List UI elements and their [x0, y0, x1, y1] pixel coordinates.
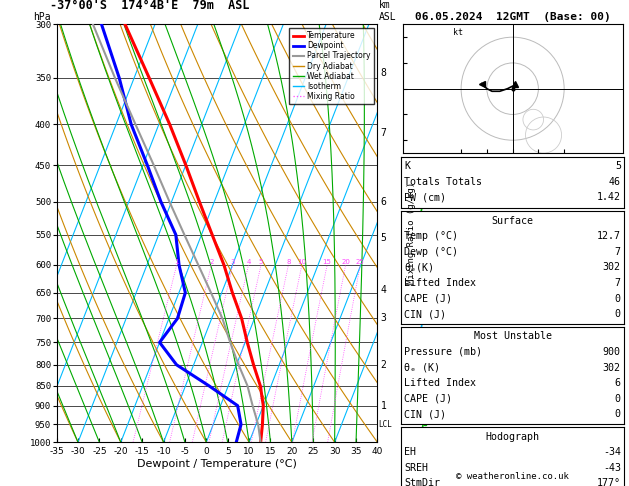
Text: 1.42: 1.42 [597, 192, 621, 202]
Text: km
ASL: km ASL [379, 0, 396, 22]
Text: 46: 46 [609, 177, 621, 187]
Text: Totals Totals: Totals Totals [404, 177, 482, 187]
Text: 0: 0 [615, 309, 621, 319]
Text: 3: 3 [381, 313, 386, 324]
Text: kt: kt [454, 28, 464, 36]
Text: CIN (J): CIN (J) [404, 309, 447, 319]
Text: SREH: SREH [404, 463, 428, 472]
Text: CAPE (J): CAPE (J) [404, 394, 452, 403]
Text: CAPE (J): CAPE (J) [404, 294, 452, 303]
Text: Lifted Index: Lifted Index [404, 278, 476, 288]
Text: PW (cm): PW (cm) [404, 192, 447, 202]
Text: 2: 2 [381, 360, 386, 370]
Text: -43: -43 [603, 463, 621, 472]
Text: 6: 6 [381, 197, 386, 207]
Text: 06.05.2024  12GMT  (Base: 00): 06.05.2024 12GMT (Base: 00) [415, 12, 611, 22]
Text: 10: 10 [298, 259, 306, 265]
Text: 302: 302 [603, 363, 621, 372]
Text: 25: 25 [356, 259, 365, 265]
Text: 0: 0 [615, 394, 621, 403]
Text: K: K [404, 161, 411, 171]
Text: Pressure (mb): Pressure (mb) [404, 347, 482, 357]
Text: 4: 4 [247, 259, 251, 265]
Text: 15: 15 [323, 259, 331, 265]
Text: 4: 4 [381, 285, 386, 295]
Text: 1: 1 [381, 400, 386, 411]
Text: Hodograph: Hodograph [486, 432, 540, 441]
Text: 1: 1 [174, 259, 179, 265]
Text: θₑ (K): θₑ (K) [404, 363, 440, 372]
Text: 7: 7 [615, 247, 621, 257]
Text: © weatheronline.co.uk: © weatheronline.co.uk [456, 472, 569, 481]
Text: hPa: hPa [33, 12, 50, 22]
Legend: Temperature, Dewpoint, Parcel Trajectory, Dry Adiabat, Wet Adiabat, Isotherm, Mi: Temperature, Dewpoint, Parcel Trajectory… [289, 28, 374, 104]
Text: 7: 7 [615, 278, 621, 288]
Text: 900: 900 [603, 347, 621, 357]
Text: 5: 5 [381, 233, 386, 243]
Text: 8: 8 [381, 68, 386, 78]
Text: 5: 5 [615, 161, 621, 171]
Text: Temp (°C): Temp (°C) [404, 231, 459, 241]
Text: Lifted Index: Lifted Index [404, 378, 476, 388]
Text: 5: 5 [259, 259, 263, 265]
Text: 177°: 177° [597, 478, 621, 486]
Text: 20: 20 [341, 259, 350, 265]
Text: 302: 302 [603, 262, 621, 272]
X-axis label: Dewpoint / Temperature (°C): Dewpoint / Temperature (°C) [137, 459, 297, 469]
Text: Dewp (°C): Dewp (°C) [404, 247, 459, 257]
Text: 3: 3 [230, 259, 235, 265]
Text: StmDir: StmDir [404, 478, 440, 486]
Text: 8: 8 [286, 259, 291, 265]
Text: 0: 0 [615, 294, 621, 303]
Text: EH: EH [404, 447, 416, 457]
Text: Mixing Ratio (g/kg): Mixing Ratio (g/kg) [408, 182, 416, 284]
Text: θₑ(K): θₑ(K) [404, 262, 435, 272]
Text: -34: -34 [603, 447, 621, 457]
Text: LCL: LCL [379, 420, 392, 429]
Text: 7: 7 [381, 128, 386, 138]
Text: 6: 6 [615, 378, 621, 388]
Text: -37°00'S  174°4B'E  79m  ASL: -37°00'S 174°4B'E 79m ASL [50, 0, 250, 12]
Text: 2: 2 [209, 259, 213, 265]
Text: Most Unstable: Most Unstable [474, 331, 552, 341]
Text: Surface: Surface [492, 216, 533, 226]
Text: 12.7: 12.7 [597, 231, 621, 241]
Text: 0: 0 [615, 409, 621, 419]
Text: CIN (J): CIN (J) [404, 409, 447, 419]
